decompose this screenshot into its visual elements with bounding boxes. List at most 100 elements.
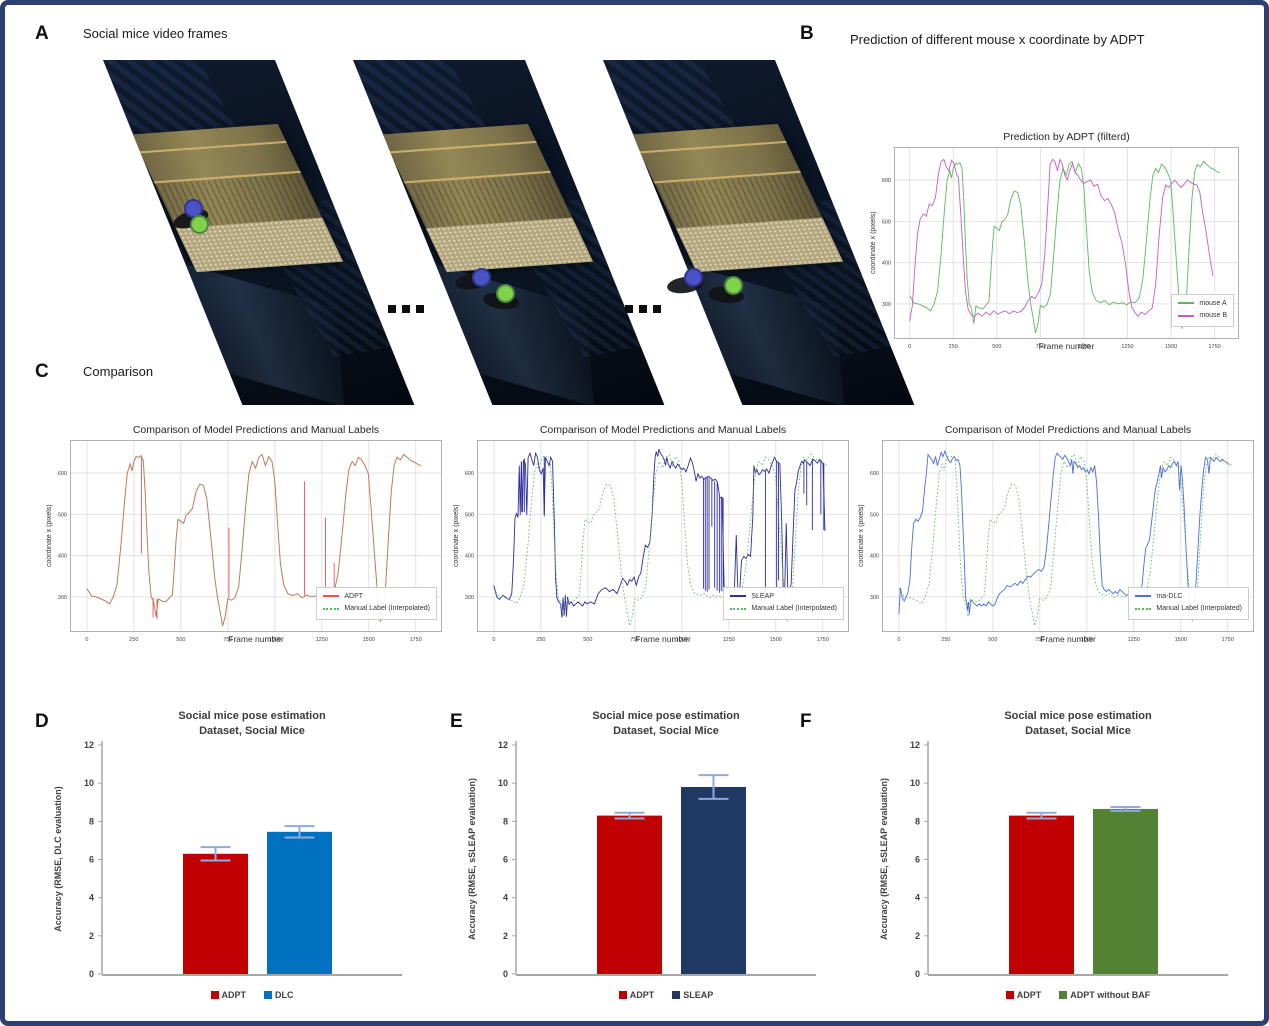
svg-text:0: 0 — [89, 969, 94, 979]
svg-text:0: 0 — [492, 637, 495, 643]
svg-text:6: 6 — [915, 855, 920, 865]
cage-rail — [139, 140, 288, 153]
panel-e-bar-chart: ADPT SLEAP Social mice pose estimation Dat… — [459, 703, 829, 1019]
panel-b-title: Prediction of different mouse x coordina… — [850, 32, 1145, 47]
panel-b-chart: Prediction by ADPT (filterd) coordinate … — [866, 129, 1247, 365]
chart-legend: SLEAP Manual Label (Interpolated) — [723, 586, 844, 620]
svg-text:500: 500 — [870, 512, 879, 518]
svg-text:1750: 1750 — [817, 637, 829, 643]
svg-text:1500: 1500 — [1165, 344, 1177, 350]
svg-text:250: 250 — [949, 344, 958, 350]
svg-text:500: 500 — [882, 219, 891, 225]
mouse-cage — [381, 123, 594, 273]
chart-canvas: Social mice pose estimation Dataset, Soci… — [467, 710, 816, 979]
svg-text:10: 10 — [910, 778, 920, 788]
svg-text:1000: 1000 — [1078, 344, 1090, 350]
plot-area: 0 250 500 750 1000 1250 1500 1750 300 400 500 600 ma… — [870, 440, 1254, 643]
x-axis-label: Frame number — [1040, 634, 1096, 644]
frame-ellipsis — [625, 305, 661, 313]
svg-text:300: 300 — [870, 595, 879, 601]
svg-text:0: 0 — [503, 969, 508, 979]
svg-text:600: 600 — [870, 471, 879, 477]
svg-text:300: 300 — [465, 595, 474, 601]
svg-text:500: 500 — [988, 637, 997, 643]
legend-item: DLC — [264, 990, 294, 1000]
svg-text:1500: 1500 — [770, 637, 782, 643]
panel-e-label: E — [450, 711, 463, 732]
svg-text:300: 300 — [58, 595, 67, 601]
chart-title: Comparison of Model Predictions and Manu… — [539, 424, 787, 436]
x-axis-label: Frame number — [1038, 341, 1095, 351]
svg-text:1500: 1500 — [1175, 637, 1187, 643]
panel-d-label: D — [35, 711, 49, 732]
panel-f-bar-chart: ADPT ADPT without BAF Social mice pose es… — [871, 703, 1241, 1019]
svg-text:500: 500 — [176, 637, 185, 643]
svg-text:1250: 1250 — [1128, 637, 1140, 643]
panel-c-title: Comparison — [83, 364, 154, 379]
chart-legend: ADPT DLC — [102, 990, 402, 1000]
svg-text:0: 0 — [85, 637, 88, 643]
svg-text:10: 10 — [84, 778, 94, 788]
svg-text:1750: 1750 — [1208, 344, 1220, 350]
svg-text:600: 600 — [58, 471, 67, 477]
chart-legend: ADPT SLEAP — [516, 990, 816, 1000]
chart-canvas: 0 250 500 750 1000 1250 1500 1750 300 400 500 600 — [465, 440, 849, 643]
svg-text:0: 0 — [908, 344, 911, 350]
svg-text:6: 6 — [503, 855, 508, 865]
cage-rail — [639, 140, 788, 153]
svg-text:8: 8 — [915, 816, 920, 826]
chart-title: Comparison of Model Predictions and Manu… — [132, 424, 380, 436]
mouse-cage — [131, 123, 344, 273]
svg-text:300: 300 — [882, 302, 891, 308]
chart-canvas: 0 250 500 750 1000 1250 1500 1750 300 400 500 600 — [870, 440, 1254, 643]
legend-item: ADPT — [618, 990, 654, 1000]
svg-text:1000: 1000 — [269, 637, 281, 643]
chart-canvas: Social mice pose estimation Dataset, Soci… — [879, 710, 1228, 979]
panel-a-label: A — [35, 23, 49, 44]
cage-rail — [389, 140, 538, 153]
plot-area: 0 250 500 750 1000 1250 1500 1750 300 400 500 600 AD… — [58, 440, 442, 643]
plot-area: 0 250 500 750 1000 1250 1500 1750 300 400 500 600 mo… — [882, 147, 1239, 350]
legend-item: SLEAP — [672, 990, 713, 1000]
chart-title: Comparison of Model Predictions and Manu… — [944, 424, 1192, 436]
svg-text:Accuracy (RMSE, sSLEAP evaluat: Accuracy (RMSE, sSLEAP evaluation) — [467, 778, 477, 940]
chart-legend: ADPT ADPT without BAF — [928, 990, 1228, 1000]
mouse-b-marker-dot — [472, 268, 491, 287]
svg-text:400: 400 — [870, 554, 879, 560]
chart-canvas: 0 250 500 750 1000 1250 1500 1750 300 400 500 600 — [882, 147, 1239, 350]
legend-item: ADPT — [1005, 990, 1041, 1000]
svg-text:1000: 1000 — [1081, 637, 1093, 643]
svg-text:Dataset, Social Mice: Dataset, Social Mice — [1025, 725, 1131, 737]
y-axis-label: coordinate x (pixels) — [46, 504, 53, 568]
legend-item: ADPT without BAF — [1059, 990, 1150, 1000]
svg-text:Social mice pose estimation: Social mice pose estimation — [1004, 710, 1152, 722]
svg-text:250: 250 — [536, 637, 545, 643]
svg-text:4: 4 — [89, 893, 94, 903]
svg-text:600: 600 — [882, 178, 891, 184]
svg-text:2: 2 — [915, 931, 920, 941]
y-axis-label: coordinate x (pixels) — [858, 504, 865, 568]
video-frame-1 — [103, 60, 415, 405]
svg-text:8: 8 — [503, 816, 508, 826]
svg-text:500: 500 — [465, 512, 474, 518]
svg-text:500: 500 — [992, 344, 1001, 350]
panel-d-bar-chart: ADPT DLC Social mice pose estimation Datas… — [45, 703, 415, 1019]
svg-text:Social mice pose estimation: Social mice pose estimation — [178, 710, 326, 722]
svg-text:750: 750 — [1036, 344, 1045, 350]
svg-text:12: 12 — [84, 740, 94, 750]
panel-a-title: Social mice video frames — [83, 26, 228, 41]
svg-text:1250: 1250 — [316, 637, 328, 643]
svg-text:250: 250 — [129, 637, 138, 643]
mouse-cage — [631, 123, 844, 273]
svg-text:1750: 1750 — [1222, 637, 1234, 643]
chart-legend: ADPT Manual Label (Interpolated) — [316, 586, 437, 620]
panel-c-chart-adpt: Comparison of Model Predictions and Manu… — [42, 422, 450, 659]
svg-text:4: 4 — [915, 893, 920, 903]
frame-ellipsis — [388, 305, 424, 313]
y-axis-label: coordinate x (pixels) — [453, 504, 460, 568]
svg-text:Social mice pose estimation: Social mice pose estimation — [592, 710, 740, 722]
video-frame-2 — [353, 60, 665, 405]
svg-text:400: 400 — [465, 554, 474, 560]
svg-text:12: 12 — [910, 740, 920, 750]
